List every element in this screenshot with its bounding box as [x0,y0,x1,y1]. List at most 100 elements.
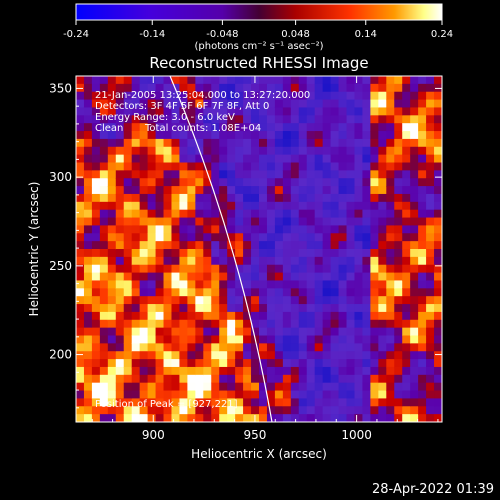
heatmap-cell [386,327,395,337]
heatmap-cell [266,115,276,124]
heatmap-cell [370,138,379,148]
heatmap-cell [99,91,109,101]
heatmap-cell [131,138,141,148]
heatmap-cell [171,217,181,227]
heatmap-cell [123,280,133,289]
heatmap-cell [107,162,117,171]
heatmap-cell [99,343,109,352]
heatmap-cell [211,280,220,289]
heatmap-cell [147,170,157,179]
heatmap-cell [338,406,348,415]
heatmap-cell [235,123,244,132]
heatmap-cell [266,99,276,109]
heatmap-cell [179,343,188,352]
heatmap-cell [91,398,101,407]
colorbar-tick-label: -0.048 [206,29,238,40]
heatmap-cell [370,186,379,195]
heatmap-cell [338,99,348,109]
heatmap-cell [338,115,348,124]
heatmap-cell [187,83,196,93]
heatmap-cell [282,406,292,415]
heatmap-cell [123,414,133,422]
heatmap-cell [251,351,260,360]
heatmap-cell [346,154,356,164]
heatmap-cell [370,351,379,360]
heatmap-cell [290,319,300,329]
heatmap-cell [338,398,348,407]
heatmap-cell [386,343,395,352]
heatmap-cell [91,162,101,171]
heatmap-cell [235,288,244,297]
heatmap-cell [76,115,85,124]
heatmap-cell [171,366,181,376]
heatmap-cell [219,359,228,368]
heatmap-cell [107,83,117,93]
heatmap-cell [266,343,276,352]
heatmap-cell [163,241,173,250]
heatmap-cell [402,398,411,407]
heatmap-cell [274,162,284,171]
heatmap-cell [346,146,356,156]
heatmap-cell [179,390,188,400]
heatmap-cell [219,225,228,234]
heatmap-cell [418,209,427,219]
heatmap-cell [203,131,212,140]
heatmap-cell [123,115,133,124]
heatmap-cell [211,327,220,337]
heatmap-cell [147,272,157,282]
heatmap-cell [362,304,371,313]
heatmap-cell [251,264,260,274]
heatmap-cell [171,382,181,392]
heatmap-cell [290,359,300,368]
heatmap-cell [179,186,188,195]
heatmap-cell [243,138,252,148]
heatmap-cell [219,131,228,140]
heatmap-cell [426,366,435,376]
heatmap-cell [107,241,117,250]
heatmap-cell [410,335,419,344]
heatmap-cell [123,359,133,368]
heatmap-cell [282,398,292,407]
heatmap-cell [131,398,141,407]
heatmap-cell [290,217,300,227]
heatmap-cell [410,406,419,415]
heatmap-cell [99,138,109,148]
heatmap-cell [195,201,204,211]
heatmap-cell [83,154,93,164]
heatmap-cell [211,311,220,321]
heatmap-cell [243,366,252,376]
heatmap-cell [386,99,395,109]
heatmap-cell [298,296,308,305]
heatmap-cell [378,414,387,422]
heatmap-cell [410,146,419,156]
heatmap-cell [179,398,188,407]
heatmap-cell [394,343,403,352]
heatmap-cell [386,162,395,171]
heatmap-cell [227,154,236,164]
heatmap-cell [76,256,85,266]
heatmap-cell [147,76,157,85]
heatmap-cell [115,398,125,407]
heatmap-cell [163,201,173,211]
heatmap-cell [139,217,149,227]
heatmap-cell [314,170,324,179]
heatmap-cell [266,225,276,234]
heatmap-cell [115,319,125,329]
heatmap-cell [163,233,173,242]
heatmap-cell [418,272,427,282]
heatmap-cell [115,115,125,124]
heatmap-cell [386,304,395,313]
heatmap-cell [219,138,228,148]
heatmap-cell [266,170,276,179]
heatmap-cell [298,272,308,282]
heatmap-cell [219,406,228,415]
heatmap-cell [251,319,260,329]
heatmap-cell [163,115,173,124]
heatmap-cell [243,193,252,203]
heatmap-cell [322,272,332,282]
heatmap-cell [219,280,228,289]
heatmap-cell [322,359,332,368]
heatmap-cell [402,304,411,313]
heatmap-cell [179,382,188,392]
